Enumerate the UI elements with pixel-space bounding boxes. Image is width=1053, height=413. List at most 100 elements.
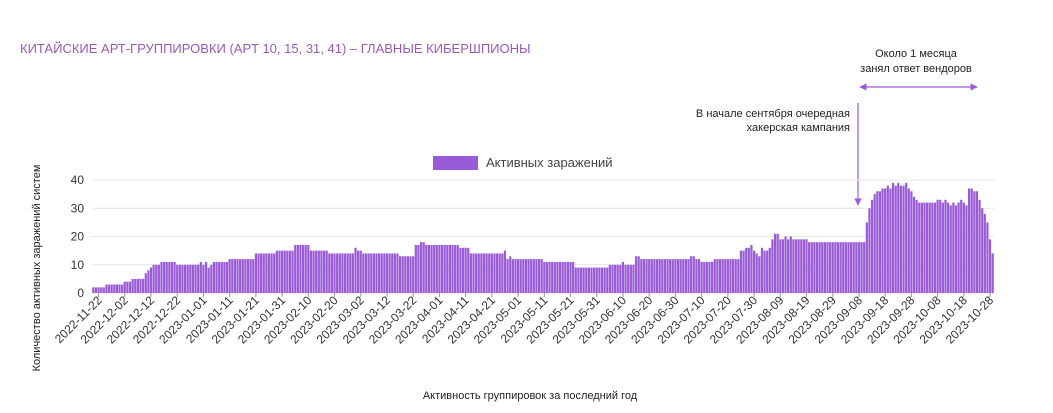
bar bbox=[506, 259, 509, 293]
bar bbox=[488, 253, 491, 293]
bar bbox=[194, 264, 197, 293]
bar bbox=[173, 261, 176, 293]
bar bbox=[857, 242, 861, 293]
bar bbox=[503, 250, 507, 293]
bar bbox=[726, 259, 729, 293]
bar bbox=[648, 259, 651, 293]
bar bbox=[330, 253, 334, 293]
bar bbox=[351, 253, 354, 293]
bar bbox=[469, 253, 472, 293]
annotation: Около 1 месяца bbox=[875, 48, 958, 60]
bar bbox=[640, 259, 643, 293]
bar bbox=[768, 247, 771, 293]
bar bbox=[118, 284, 121, 293]
bar bbox=[144, 273, 147, 293]
bar bbox=[288, 250, 292, 293]
bar bbox=[729, 259, 732, 293]
bar bbox=[742, 250, 745, 293]
bar bbox=[252, 259, 255, 293]
bar bbox=[233, 259, 237, 293]
bar bbox=[322, 250, 326, 293]
bar bbox=[978, 199, 981, 293]
bar bbox=[522, 259, 525, 293]
legend-label: Активных заражений bbox=[486, 155, 613, 170]
bar bbox=[766, 250, 769, 293]
bar bbox=[215, 261, 218, 293]
bar bbox=[705, 261, 708, 293]
bar bbox=[931, 202, 934, 293]
bar bbox=[905, 182, 908, 293]
bar bbox=[231, 259, 234, 293]
bar bbox=[181, 264, 184, 293]
bar bbox=[354, 247, 357, 293]
bar bbox=[566, 261, 570, 293]
bar bbox=[773, 233, 777, 293]
bar bbox=[244, 259, 247, 293]
bar bbox=[564, 261, 567, 293]
bar bbox=[755, 253, 758, 293]
bar bbox=[464, 247, 467, 293]
bar bbox=[152, 264, 155, 293]
bar bbox=[590, 267, 593, 293]
bar bbox=[585, 267, 588, 293]
bar bbox=[634, 256, 638, 293]
bar bbox=[391, 253, 394, 293]
bar bbox=[496, 253, 499, 293]
bar bbox=[865, 222, 868, 293]
bar bbox=[813, 242, 816, 293]
bar bbox=[933, 202, 937, 293]
bar bbox=[530, 259, 533, 293]
bar bbox=[514, 259, 517, 293]
bar bbox=[257, 253, 260, 293]
bar bbox=[480, 253, 483, 293]
bar bbox=[315, 250, 318, 293]
bar bbox=[325, 250, 328, 293]
bar bbox=[884, 188, 887, 293]
bar bbox=[239, 259, 242, 293]
bar bbox=[650, 259, 653, 293]
bar bbox=[658, 259, 661, 293]
bar bbox=[341, 253, 344, 293]
bar bbox=[537, 259, 541, 293]
bar bbox=[100, 287, 103, 293]
bar bbox=[836, 242, 840, 293]
bar bbox=[784, 236, 787, 293]
bar bbox=[920, 202, 923, 293]
bar bbox=[907, 188, 910, 293]
bar bbox=[183, 264, 187, 293]
bar bbox=[579, 267, 583, 293]
bar bbox=[107, 284, 111, 293]
bar bbox=[155, 264, 158, 293]
bar bbox=[396, 253, 399, 293]
bar bbox=[572, 261, 575, 293]
bar bbox=[983, 213, 986, 293]
bar bbox=[645, 259, 648, 293]
bar bbox=[855, 242, 858, 293]
bar bbox=[472, 253, 475, 293]
bar bbox=[199, 261, 202, 293]
bar bbox=[724, 259, 727, 293]
bar bbox=[805, 239, 808, 293]
bar bbox=[417, 244, 420, 293]
bar bbox=[960, 199, 963, 293]
bar bbox=[191, 264, 195, 293]
bar bbox=[655, 259, 659, 293]
bar bbox=[794, 239, 798, 293]
bar bbox=[220, 261, 223, 293]
bar bbox=[357, 250, 360, 293]
bar bbox=[548, 261, 551, 293]
bar bbox=[467, 247, 470, 293]
bar bbox=[540, 259, 543, 293]
bar bbox=[616, 264, 619, 293]
bar bbox=[600, 267, 604, 293]
bar bbox=[889, 188, 892, 293]
bar bbox=[375, 253, 378, 293]
bar bbox=[422, 242, 425, 293]
bar bbox=[346, 253, 349, 293]
bar bbox=[899, 185, 903, 293]
bar bbox=[228, 259, 231, 293]
bar bbox=[637, 256, 640, 293]
bar bbox=[296, 244, 299, 293]
y-tick-label: 0 bbox=[77, 286, 84, 300]
